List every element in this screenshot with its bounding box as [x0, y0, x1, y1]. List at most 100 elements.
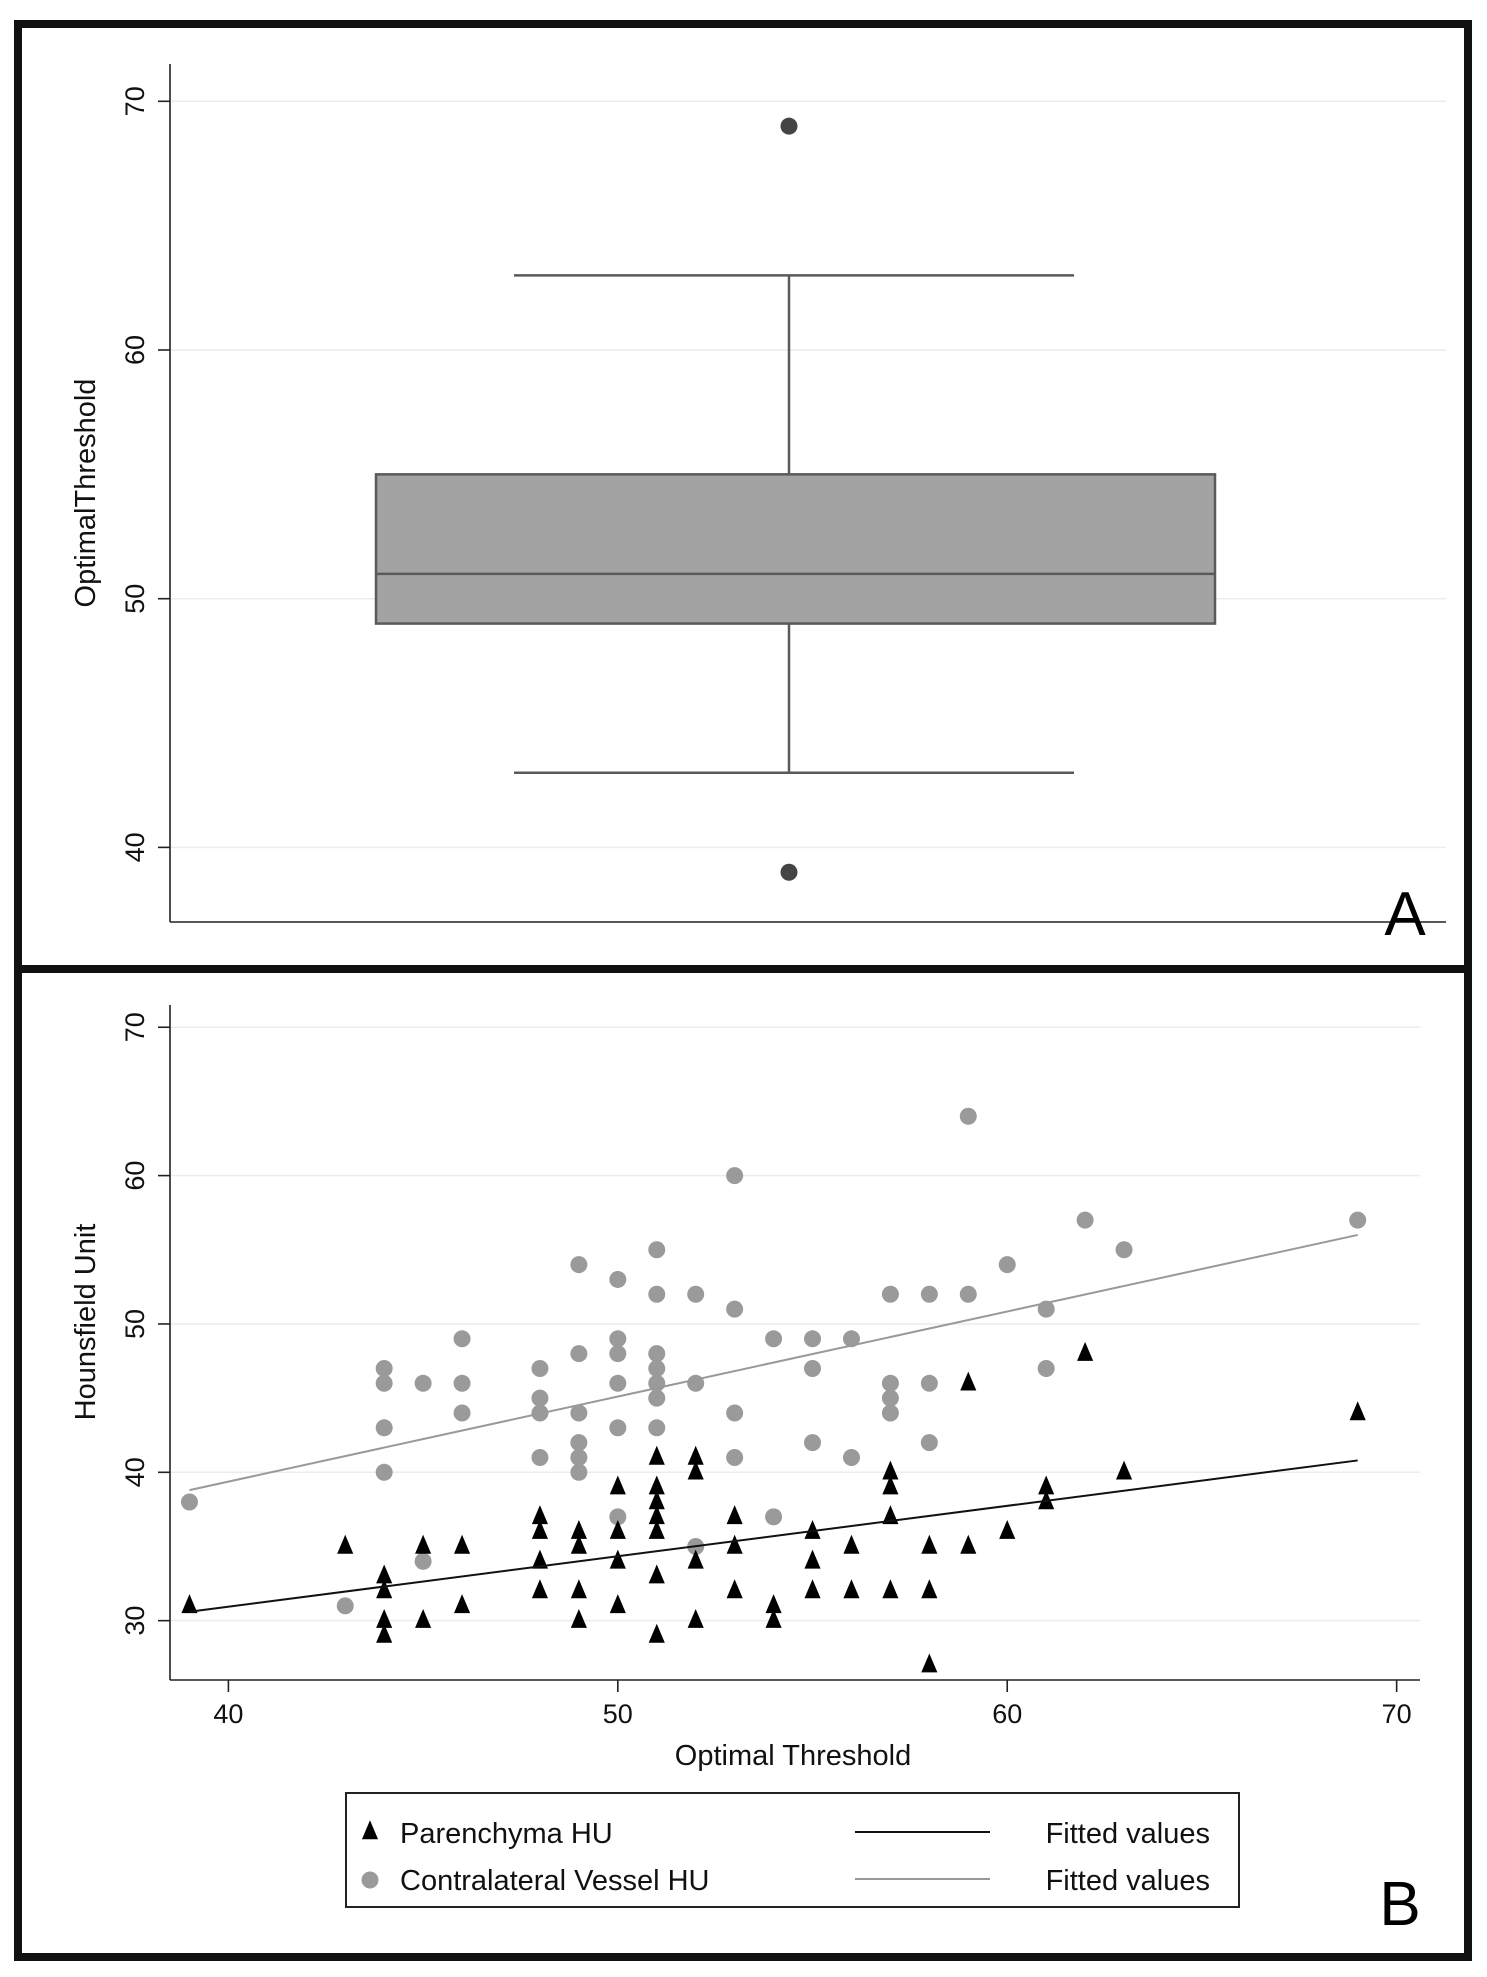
panel-b-y-tick-label: 30 [120, 1606, 150, 1636]
parenchyma-point [648, 1475, 665, 1495]
parenchyma-point [843, 1579, 860, 1599]
parenchyma-point [999, 1519, 1016, 1539]
vessel-point [920, 1285, 938, 1303]
parenchyma-point [570, 1579, 587, 1599]
parenchyma-point [570, 1608, 587, 1628]
legend-label-parenchyma: Parenchyma HU [400, 1818, 613, 1850]
parenchyma-point [337, 1534, 354, 1554]
vessel-point [609, 1270, 627, 1288]
parenchyma-point [531, 1549, 548, 1569]
vessel-point [375, 1419, 393, 1437]
vessel-point [1076, 1211, 1094, 1229]
panel-b-plot-area [170, 1005, 1420, 1680]
vessel-point [726, 1404, 744, 1422]
vessel-point [648, 1389, 666, 1407]
parenchyma-point [609, 1519, 626, 1539]
vessel-point [881, 1285, 899, 1303]
vessel-point [765, 1330, 783, 1348]
parenchyma-point [570, 1534, 587, 1554]
vessel-point [648, 1419, 666, 1437]
parenchyma-point [1077, 1341, 1094, 1361]
vessel-point [726, 1448, 744, 1466]
vessel-point [375, 1359, 393, 1377]
vessel-point [414, 1552, 432, 1570]
vessel-point [959, 1107, 977, 1125]
vessel-point [531, 1359, 549, 1377]
parenchyma-point [415, 1608, 432, 1628]
parenchyma-point [570, 1519, 587, 1539]
panel-b-ticks: 30 40 50 60 70 40 50 60 70 [120, 1012, 1412, 1729]
vessel-point [998, 1256, 1016, 1274]
vessel-point [570, 1448, 588, 1466]
vessel-point [375, 1463, 393, 1481]
outlier-point [780, 117, 798, 135]
vessel-point [804, 1434, 822, 1452]
parenchyma-point [1038, 1490, 1055, 1510]
vessel-point [375, 1374, 393, 1392]
legend-markers [361, 1820, 990, 1889]
vessel-point [609, 1374, 627, 1392]
parenchyma-point [726, 1579, 743, 1599]
parenchyma-point [687, 1460, 704, 1480]
parenchyma-point [648, 1519, 665, 1539]
parenchyma-point [181, 1594, 198, 1614]
parenchyma-point [1115, 1460, 1133, 1480]
panel-b-x-axis-title: Optimal Threshold [675, 1740, 911, 1772]
parenchyma-point [648, 1623, 665, 1643]
panel-a-y-tick-label: 50 [120, 584, 150, 614]
vessel-point [881, 1374, 899, 1392]
parenchyma-point [921, 1534, 938, 1554]
outlier-point [780, 863, 798, 881]
parenchyma-point [376, 1608, 393, 1628]
panel-b-letter: B [1379, 1870, 1420, 1939]
vessel-point [842, 1330, 860, 1348]
panel-b-x-tick-label: 60 [992, 1699, 1022, 1729]
fitted-line-vessel [189, 1233, 1358, 1492]
vessel-point [570, 1463, 588, 1481]
vessel-point [920, 1374, 938, 1392]
panel-a-y-axis-title: OptimalThreshold [70, 379, 102, 608]
vessel-point [804, 1359, 822, 1377]
fitted-line-parenchyma [189, 1459, 1358, 1613]
parenchyma-point [609, 1475, 626, 1495]
panel-b-x-tick-label: 70 [1382, 1699, 1412, 1729]
parenchyma-point [765, 1608, 782, 1628]
vessel-point [336, 1597, 354, 1615]
panel-a-letter: A [1384, 880, 1426, 949]
panel-a-box [374, 117, 1217, 881]
parenchyma-point [804, 1519, 821, 1539]
parenchyma-point [415, 1534, 432, 1554]
panel-a-y-tick-label: 40 [120, 832, 150, 862]
panel-b-frame [14, 965, 1472, 1961]
vessel-point [180, 1493, 198, 1511]
parenchyma-point [882, 1475, 899, 1495]
parenchyma-point [609, 1594, 626, 1614]
panel-a-y-ticks: 40 50 60 70 [120, 86, 170, 862]
panel-b-y-axis-title: Hounsfield Unit [70, 1224, 102, 1421]
iqr-box [374, 473, 1217, 625]
parenchyma-point [648, 1564, 665, 1584]
panel-a-boxplot: 40 50 60 70 OptimalThreshold A [14, 20, 1472, 973]
parenchyma-point [687, 1549, 704, 1569]
legend-label-fit-parenchyma: Fitted values [1046, 1818, 1210, 1850]
parenchyma-point [960, 1534, 977, 1554]
vessel-point [570, 1345, 588, 1363]
vessel-point [570, 1404, 588, 1422]
vessel-point [648, 1285, 666, 1303]
vessel-point [414, 1374, 432, 1392]
panel-b-points [180, 1107, 1367, 1673]
panel-b-y-tick-label: 50 [120, 1309, 150, 1339]
parenchyma-point [531, 1579, 548, 1599]
parenchyma-point [376, 1623, 393, 1643]
vessel-point [453, 1404, 471, 1422]
legend-triangle-icon [361, 1820, 379, 1840]
parenchyma-point [921, 1579, 938, 1599]
vessel-point [1115, 1241, 1133, 1259]
vessel-point [804, 1330, 822, 1348]
parenchyma-point [648, 1445, 665, 1465]
vessel-point [570, 1434, 588, 1452]
parenchyma-point [804, 1549, 821, 1569]
parenchyma-point [882, 1579, 899, 1599]
parenchyma-point [843, 1534, 860, 1554]
